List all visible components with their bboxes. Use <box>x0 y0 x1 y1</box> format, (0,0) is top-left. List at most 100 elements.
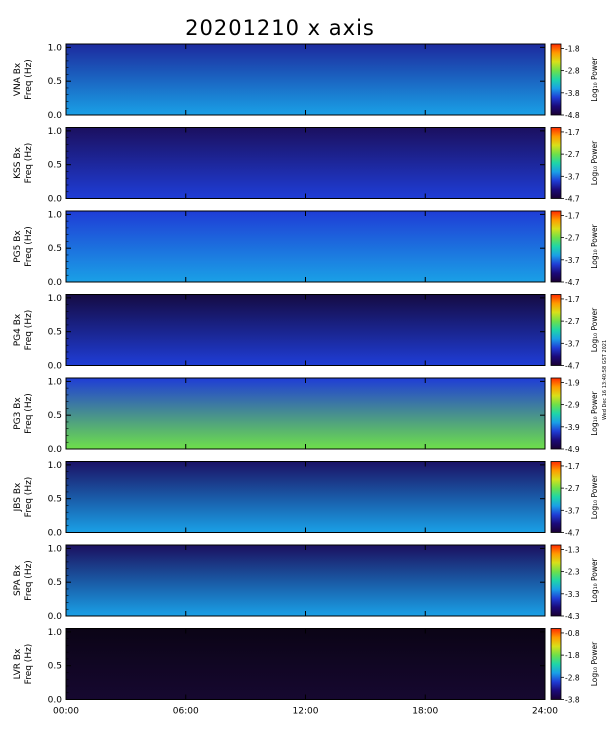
colorbar-tick-label: -3.7 <box>565 339 580 348</box>
colorbar-tick-label: -1.7 <box>565 462 580 471</box>
x-tick-label: 18:00 <box>412 707 438 717</box>
colorbar-tick-label: -1.7 <box>565 128 580 137</box>
station-label: PG3 Bx <box>13 397 23 430</box>
colorbar-label: Log₁₀ Power <box>590 557 599 602</box>
y-axis-label: Freq (Hz) <box>24 644 34 685</box>
colorbar-label: Log₁₀ Power <box>590 641 599 686</box>
colorbar-tick-label: -2.3 <box>565 568 580 577</box>
colorbar-label: Log₁₀ Power <box>590 223 599 268</box>
colorbar-tick-label: -3.7 <box>565 172 580 181</box>
colorbar <box>550 210 562 283</box>
spectrogram-image <box>66 127 545 199</box>
y-tick-label: 0.0 <box>48 529 63 539</box>
y-tick-label: 0.0 <box>48 111 63 121</box>
colorbar-tick-label: -4.9 <box>565 445 580 454</box>
colorbar-tick-label: -3.8 <box>565 696 580 705</box>
colorbar-tick-label: -2.7 <box>565 317 580 326</box>
colorbar-tick-label: -3.9 <box>565 423 580 432</box>
colorbar-label: Log₁₀ Power <box>590 140 599 185</box>
colorbar-tick-label: -2.7 <box>565 234 580 243</box>
x-tick-label: 06:00 <box>173 707 199 717</box>
y-tick-label: 0.5 <box>48 77 62 87</box>
colorbar-label: Log₁₀ Power <box>590 390 599 435</box>
colorbar-tick-label: -1.3 <box>565 545 580 554</box>
y-tick-label: 0.0 <box>48 696 63 706</box>
y-tick-label: 1.0 <box>48 461 63 471</box>
colorbar-tick-label: -4.7 <box>565 362 580 371</box>
y-tick-label: 0.0 <box>48 278 63 288</box>
station-label: LVR Bx <box>13 648 23 679</box>
y-axis-label: Freq (Hz) <box>24 226 34 267</box>
station-label: VNA Bx <box>13 62 23 96</box>
x-tick-label: 00:00 <box>53 707 79 717</box>
colorbar <box>550 43 562 116</box>
colorbar-label: Log₁₀ Power <box>590 474 599 519</box>
station-label: SPA Bx <box>13 564 23 596</box>
colorbar-tick-label: -1.7 <box>565 211 580 220</box>
y-axis-label: Freq (Hz) <box>24 560 34 601</box>
timestamp-note: Wed Dec 16 13:40:58 GST 2021 <box>602 339 608 420</box>
y-tick-label: 0.5 <box>48 495 62 505</box>
y-tick-label: 0.5 <box>48 578 62 588</box>
colorbar <box>550 294 562 366</box>
colorbar-tick-label: -2.7 <box>565 484 580 493</box>
colorbar-tick-label: -2.8 <box>565 67 580 76</box>
colorbar-tick-label: -3.3 <box>565 590 580 599</box>
y-tick-label: 1.0 <box>48 628 63 638</box>
colorbar-tick-label: -1.9 <box>565 378 580 387</box>
y-tick-label: 1.0 <box>48 127 63 137</box>
colorbar-tick-label: -3.7 <box>565 506 580 515</box>
spectrogram-image <box>66 461 545 533</box>
y-tick-label: 0.0 <box>48 362 63 372</box>
y-tick-label: 1.0 <box>48 294 63 304</box>
y-tick-label: 1.0 <box>48 43 63 53</box>
spectrogram-image <box>66 211 545 282</box>
y-axis-label: Freq (Hz) <box>24 310 34 351</box>
station-label: KSS Bx <box>13 146 23 178</box>
station-label: PG4 Bx <box>13 313 23 346</box>
spectrogram-image <box>66 628 545 700</box>
colorbar-tick-label: -0.8 <box>565 629 580 638</box>
colorbar-label: Log₁₀ Power <box>590 56 599 101</box>
y-axis-label: Freq (Hz) <box>24 59 34 100</box>
colorbar-label: Log₁₀ Power <box>590 307 599 352</box>
colorbar-tick-label: -4.3 <box>565 612 580 621</box>
station-label: PG5 Bx <box>13 230 23 263</box>
colorbar-tick-label: -3.8 <box>565 89 580 98</box>
y-tick-label: 0.5 <box>48 662 62 672</box>
y-axis-label: Freq (Hz) <box>24 143 34 184</box>
y-tick-label: 0.0 <box>48 445 63 455</box>
colorbar <box>550 461 562 533</box>
y-axis-label: Freq (Hz) <box>24 393 34 434</box>
x-tick-label: 12:00 <box>293 707 319 717</box>
spectrogram-image <box>66 294 545 366</box>
y-tick-label: 1.0 <box>48 377 63 387</box>
colorbar-tick-label: -2.9 <box>565 401 580 410</box>
colorbar <box>550 544 562 617</box>
spectrogram-image <box>66 378 545 449</box>
x-tick-label: 24:00 <box>532 707 558 717</box>
colorbar-tick-label: -4.8 <box>565 111 580 120</box>
colorbar-tick-label: -4.7 <box>565 529 580 538</box>
figure-title: 20201210 x axis <box>185 16 375 40</box>
colorbar <box>550 377 562 450</box>
colorbar-tick-label: -4.7 <box>565 278 580 287</box>
spectrogram-image <box>66 44 545 115</box>
colorbar-tick-label: -3.7 <box>565 256 580 265</box>
colorbar-tick-label: -1.8 <box>565 651 580 660</box>
y-tick-label: 1.0 <box>48 210 63 220</box>
colorbar <box>550 628 562 700</box>
colorbar-tick-label: -4.7 <box>565 195 580 204</box>
colorbar-tick-label: -1.7 <box>565 295 580 304</box>
colorbar-tick-label: -1.8 <box>565 44 580 53</box>
y-tick-label: 0.5 <box>48 411 62 421</box>
y-tick-label: 0.0 <box>48 195 63 205</box>
spectrogram-image <box>66 545 545 616</box>
station-label: JBS Bx <box>13 482 23 512</box>
colorbar-tick-label: -2.7 <box>565 150 580 159</box>
y-tick-label: 0.0 <box>48 612 63 622</box>
y-tick-label: 0.5 <box>48 244 62 254</box>
y-axis-label: Freq (Hz) <box>24 477 34 518</box>
y-tick-label: 0.5 <box>48 328 62 338</box>
